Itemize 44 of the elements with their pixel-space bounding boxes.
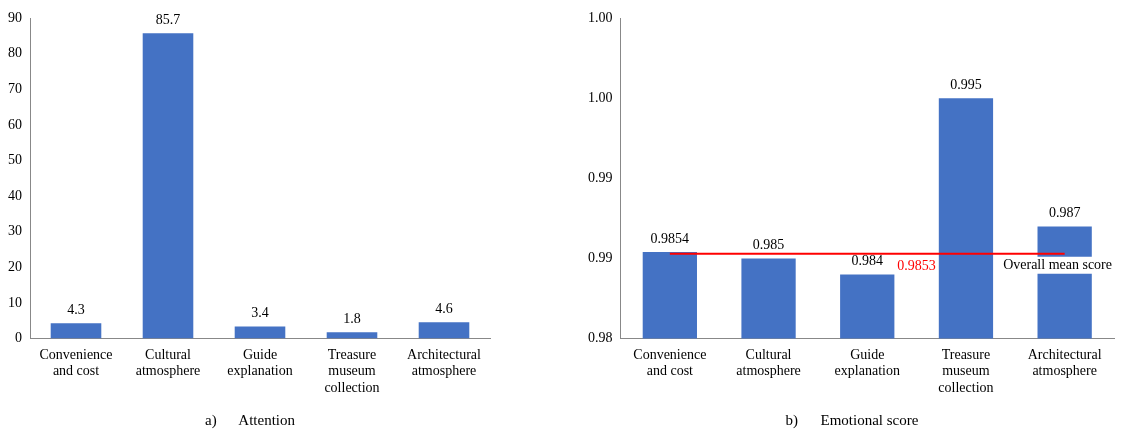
- x-tick-label: Guide explanation: [227, 346, 293, 379]
- bar: [418, 322, 470, 339]
- y-tick-label: 70: [8, 80, 22, 96]
- y-tick-label: 0: [15, 330, 22, 346]
- y-tick-label: 1.00: [588, 89, 613, 105]
- y-tick-label: 40: [8, 187, 22, 203]
- x-tick-label: Convenience and cost: [39, 346, 113, 379]
- data-label: 0.9854: [650, 230, 690, 246]
- bar: [50, 323, 102, 339]
- x-tick-label: Guide explanation: [834, 346, 900, 379]
- ref-line-label: Overall mean score: [1003, 257, 1112, 273]
- y-tick-label: 30: [8, 223, 22, 239]
- y-tick-label: 0.99: [588, 250, 613, 266]
- y-tick-label: 0.99: [588, 169, 613, 185]
- x-tick-label: Architectural atmosphere: [407, 346, 482, 379]
- x-tick-label: Cultural atmosphere: [736, 346, 801, 379]
- y-tick-label: 60: [8, 116, 22, 132]
- data-label: 0.987: [1048, 205, 1081, 221]
- x-tick-label: Treasure museum collection: [324, 346, 380, 396]
- y-tick-label: 1.00: [588, 9, 613, 25]
- text: b) Emotional score: [784, 412, 920, 429]
- data-label: 3.4: [251, 305, 269, 321]
- data-label: 0.995: [950, 76, 982, 92]
- data-label: 85.7: [155, 11, 181, 27]
- x-tick-label: Cultural atmosphere: [135, 346, 201, 379]
- text: a) Attention: [204, 412, 296, 429]
- bar: [326, 332, 378, 339]
- x-tick-label: Architectural atmosphere: [1027, 346, 1102, 379]
- data-label: 0.984: [851, 253, 883, 269]
- data-label: 4.6: [435, 300, 453, 316]
- y-tick-label: 80: [8, 45, 22, 61]
- data-label: 4.3: [67, 301, 85, 317]
- y-tick-label: 90: [8, 9, 22, 25]
- data-label: 0.985: [752, 237, 785, 253]
- y-tick-label: 20: [8, 259, 22, 275]
- y-tick-label: 10: [8, 294, 22, 310]
- annotation: 0.9853: [897, 258, 936, 274]
- bar: [142, 33, 194, 339]
- y-tick-label: 0.98: [588, 330, 613, 346]
- y-tick-label: 50: [8, 152, 22, 168]
- bar: [234, 326, 286, 339]
- x-tick-label: Convenience and cost: [633, 346, 707, 379]
- data-label: 1.8: [343, 310, 361, 326]
- x-tick-label: Treasure museum collection: [938, 346, 994, 396]
